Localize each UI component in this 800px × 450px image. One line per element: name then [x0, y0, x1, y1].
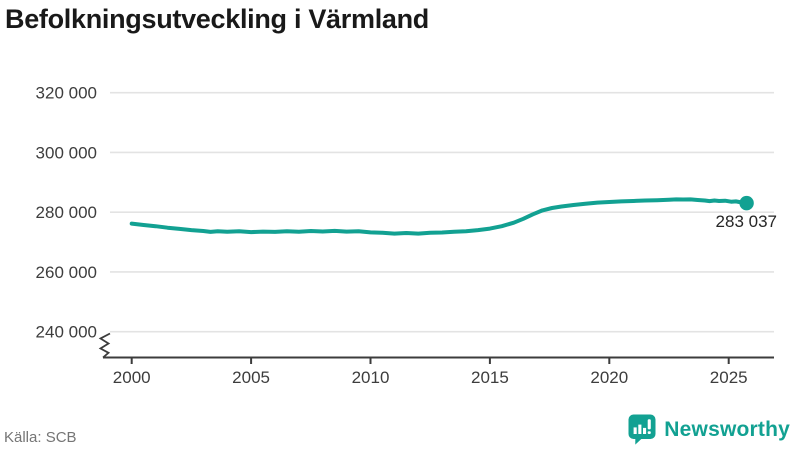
x-axis-tick-label: 2020	[590, 368, 628, 387]
logo-bar-1	[633, 427, 637, 434]
y-axis-tick-label: 280 000	[36, 203, 97, 222]
y-axis-tick-label: 320 000	[36, 84, 97, 103]
y-axis-tick-label: 300 000	[36, 143, 97, 162]
latest-value-label: 283 037	[716, 212, 777, 231]
chart-title: Befolkningsutveckling i Värmland	[5, 4, 429, 34]
latest-value-dot	[739, 195, 754, 211]
x-axis-tick-label: 2010	[352, 368, 390, 387]
newsworthy-speech-bubble-bar-chart-icon	[628, 414, 656, 445]
newsworthy-wordmark: Newsworthy	[664, 417, 790, 441]
logo-bar-2	[638, 424, 642, 434]
y-axis-tick-label: 260 000	[36, 263, 97, 282]
logo-exclamation-dot	[647, 431, 652, 434]
x-axis-tick-label: 2000	[113, 368, 151, 387]
y-axis-tick-label: 240 000	[36, 323, 97, 342]
source-attribution: Källa: SCB	[4, 429, 77, 446]
x-axis-tick-label: 2005	[232, 368, 270, 387]
y-axis-break-icon	[98, 332, 111, 359]
newsworthy-logo[interactable]: Newsworthy	[628, 414, 790, 445]
x-axis-tick-label: 2025	[710, 368, 748, 387]
logo-exclamation-stem	[647, 419, 652, 430]
logo-bar-3	[643, 427, 647, 434]
population-line-series	[129, 197, 749, 236]
x-axis-tick-label: 2015	[471, 368, 509, 387]
